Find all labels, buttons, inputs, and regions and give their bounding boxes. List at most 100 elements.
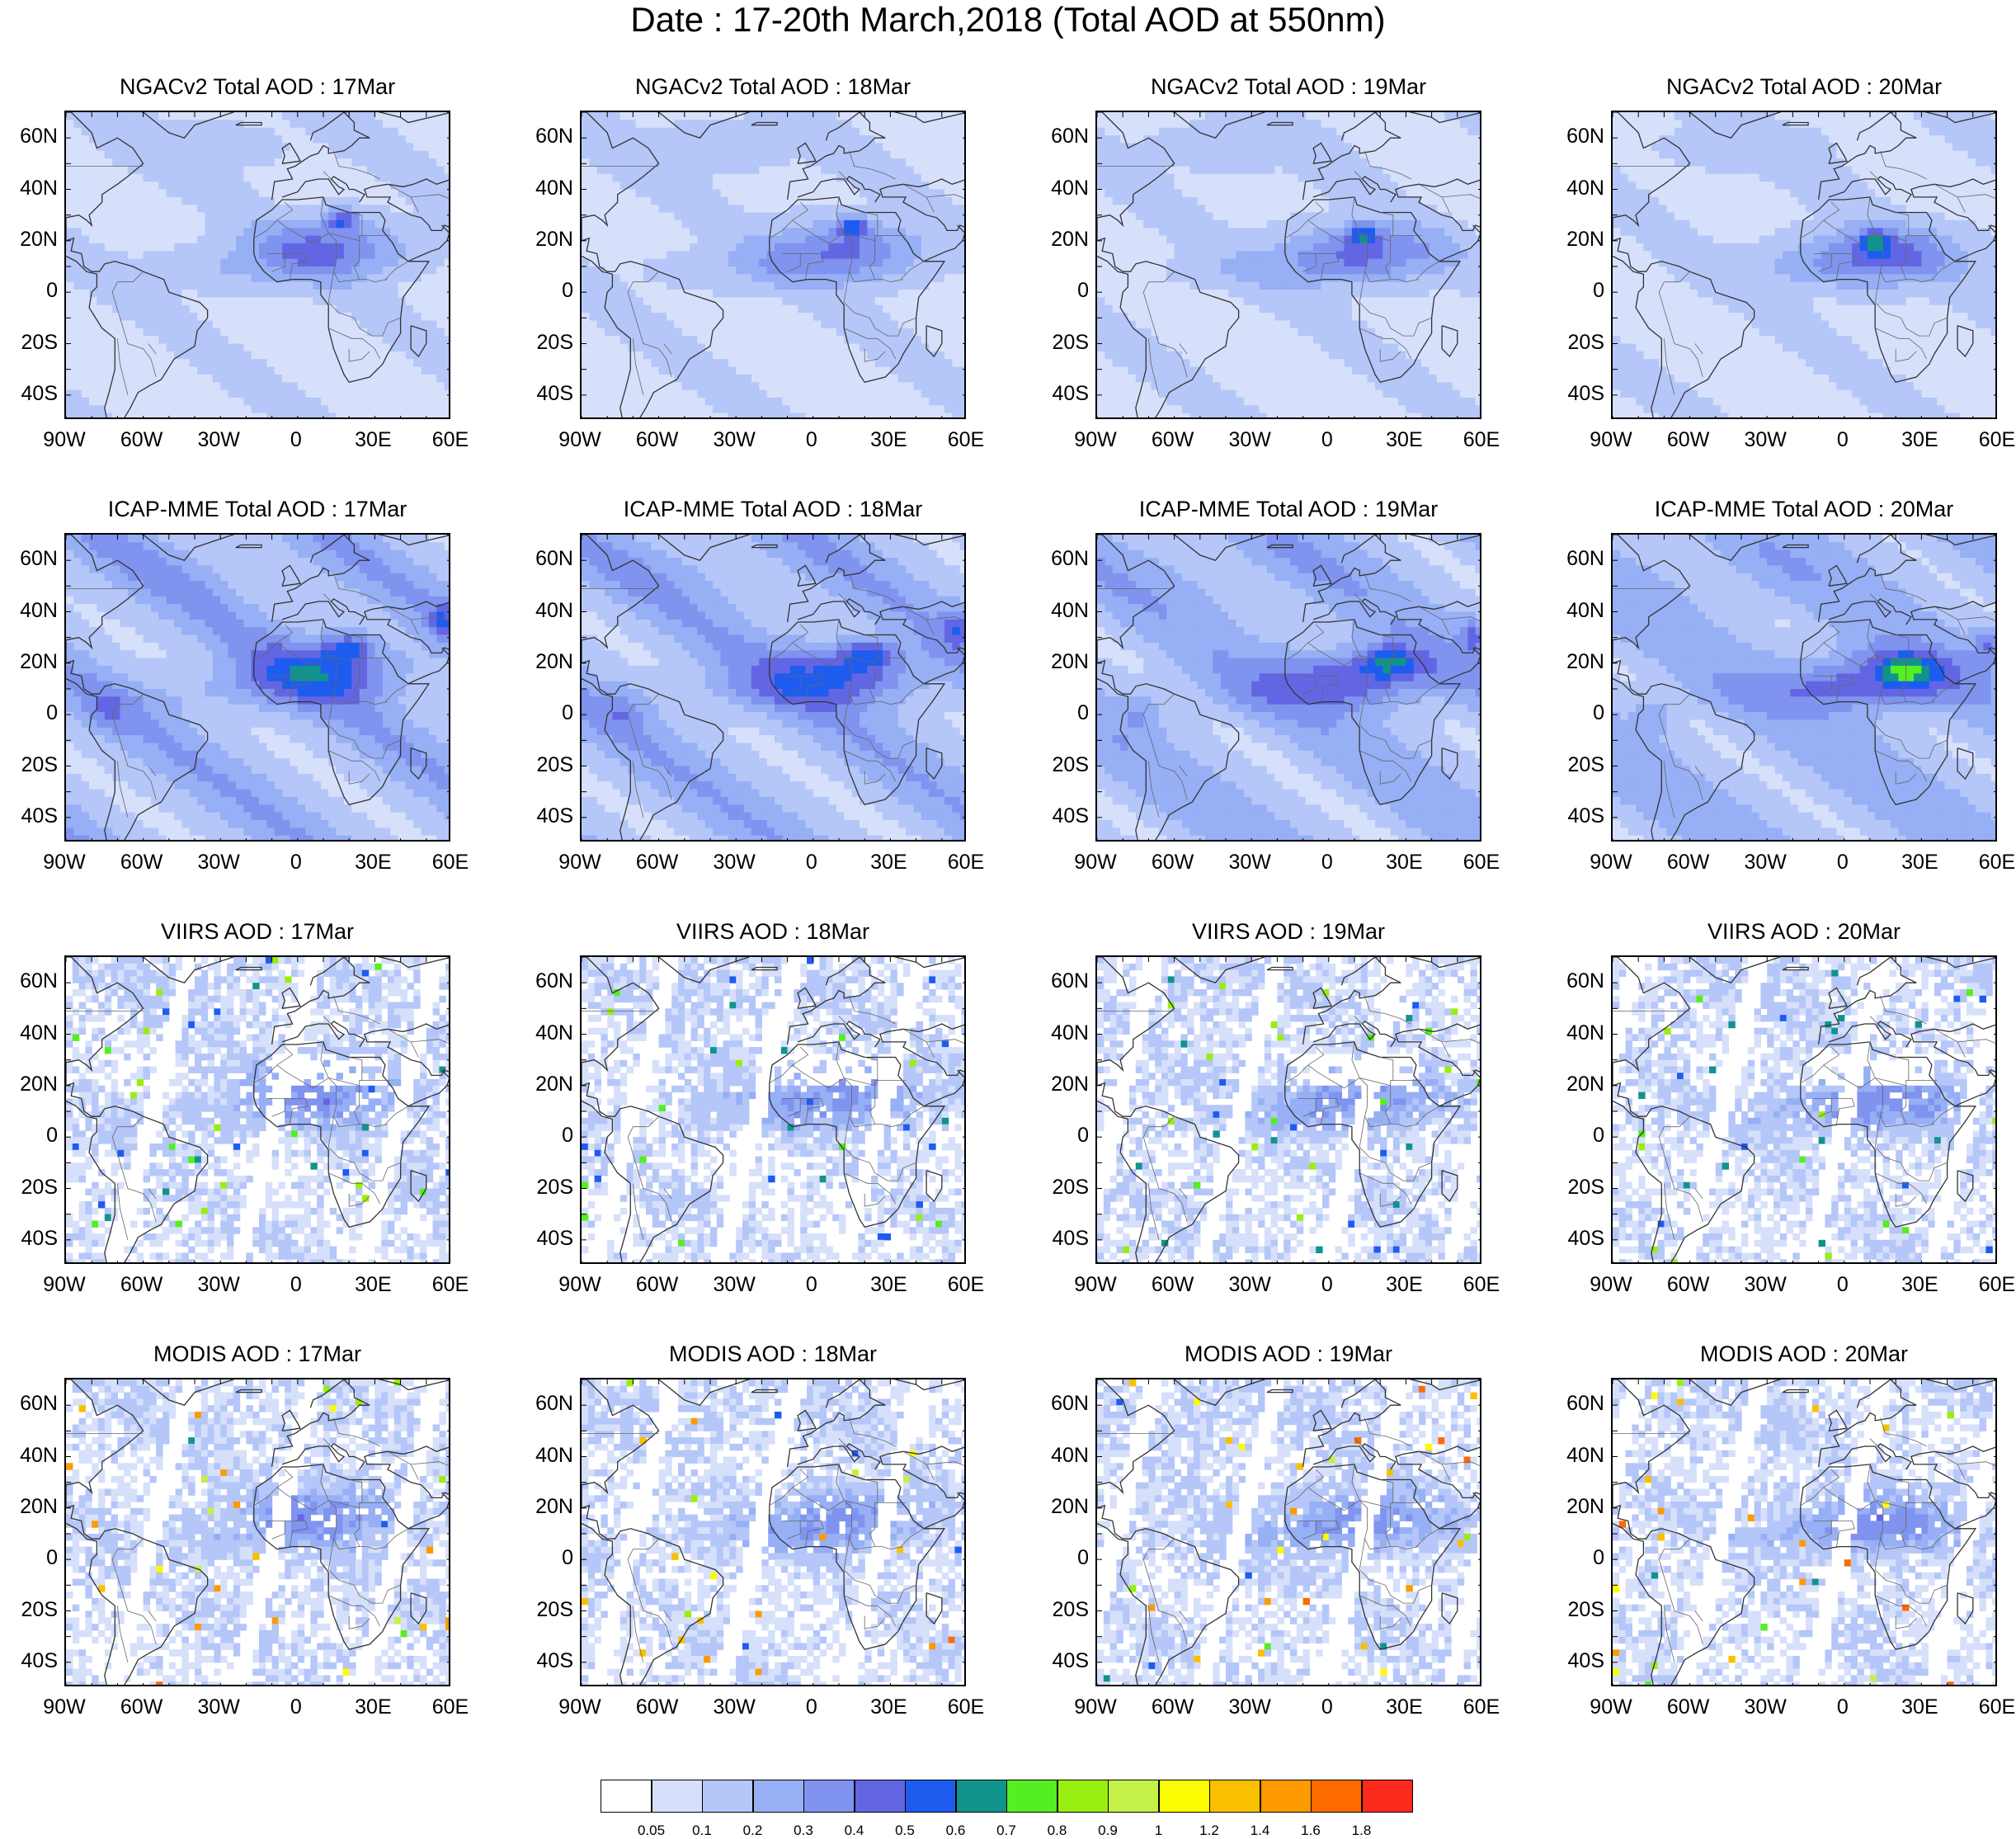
- lon-tick-label: 90W: [31, 1274, 97, 1295]
- lat-tick-label: 0: [1547, 702, 1604, 724]
- lon-tick-label: 60E: [417, 1696, 483, 1718]
- lon-tick-label: 90W: [1578, 851, 1644, 873]
- lat-tick-label: 0: [0, 702, 58, 724]
- colorbar-label: 0.6: [931, 1822, 981, 1839]
- colorbar-label: 0.9: [1083, 1822, 1133, 1839]
- colorbar-swatch: [702, 1780, 753, 1813]
- lat-tick-label: 40N: [1031, 1445, 1089, 1466]
- aod-map: [64, 1378, 450, 1686]
- lat-tick-label: 20S: [516, 332, 573, 353]
- map-panel: ICAP-MME Total AOD : 20Mar 60N 40N 20N 0 20S 4…: [1566, 497, 2015, 876]
- panel-title: ICAP-MME Total AOD : 18Mar: [580, 497, 966, 521]
- lon-tick-label: 30E: [1886, 1696, 1952, 1718]
- lon-tick-label: 60E: [1964, 851, 2016, 873]
- colorbar-label: 0.5: [880, 1822, 930, 1839]
- lat-tick-label: 40N: [1547, 1445, 1604, 1466]
- lon-tick-label: 60W: [109, 1274, 175, 1295]
- lat-tick-label: 0: [1547, 1547, 1604, 1568]
- panel-title: MODIS AOD : 20Mar: [1611, 1342, 1997, 1366]
- map-panel: NGACv2 Total AOD : 18Mar 60N 40N 20N 0 20S 40S…: [535, 74, 984, 454]
- lon-tick-label: 90W: [1578, 1274, 1644, 1295]
- lon-tick-label: 0: [1810, 851, 1876, 873]
- aod-map: [580, 1378, 966, 1686]
- colorbar-swatch: [752, 1780, 804, 1813]
- colorbar-label: 0.8: [1033, 1822, 1082, 1839]
- panel-title: ICAP-MME Total AOD : 19Mar: [1095, 497, 1481, 521]
- lon-tick-label: 30W: [186, 1696, 252, 1718]
- lat-tick-label: 0: [516, 1547, 573, 1568]
- colorbar-swatch: [1361, 1780, 1413, 1813]
- lon-tick-label: 60W: [109, 1696, 175, 1718]
- lon-tick-label: 90W: [547, 429, 613, 450]
- panel-title: NGACv2 Total AOD : 18Mar: [580, 74, 966, 99]
- lon-tick-label: 60E: [417, 1274, 483, 1295]
- lon-tick-label: 60W: [624, 851, 690, 873]
- lat-tick-label: 0: [0, 280, 58, 301]
- lon-tick-label: 90W: [1062, 1274, 1128, 1295]
- lat-tick-label: 0: [1031, 280, 1089, 301]
- lat-tick-label: 0: [1547, 280, 1604, 301]
- lat-tick-label: 40N: [0, 177, 58, 199]
- lat-tick-label: 40N: [1547, 1022, 1604, 1044]
- lon-tick-label: 30W: [701, 851, 767, 873]
- lon-tick-label: 0: [263, 429, 329, 450]
- lon-tick-label: 30W: [1732, 851, 1798, 873]
- panel-title: NGACv2 Total AOD : 19Mar: [1095, 74, 1481, 99]
- lat-tick-label: 20S: [1547, 332, 1604, 353]
- lat-tick-label: 0: [0, 1125, 58, 1146]
- lon-tick-label: 90W: [1062, 429, 1128, 450]
- panel-title: VIIRS AOD : 20Mar: [1611, 919, 1997, 944]
- colorbar-label: 0.2: [728, 1822, 778, 1839]
- lon-tick-label: 0: [1810, 429, 1876, 450]
- aod-map: [1095, 533, 1481, 842]
- lon-tick-label: 60W: [1656, 1274, 1722, 1295]
- aod-map: [1611, 1378, 1997, 1686]
- lat-tick-label: 60N: [1031, 548, 1089, 569]
- lon-tick-label: 30E: [1886, 429, 1952, 450]
- lat-tick-label: 40N: [516, 1022, 573, 1044]
- colorbar-swatch: [601, 1780, 652, 1813]
- lon-tick-label: 60E: [417, 429, 483, 450]
- lat-tick-label: 40S: [1547, 1650, 1604, 1672]
- lon-tick-label: 30E: [1371, 1696, 1437, 1718]
- lon-tick-label: 60E: [1448, 429, 1514, 450]
- lat-tick-label: 20N: [1031, 1496, 1089, 1517]
- aod-map: [64, 955, 450, 1264]
- panel-title: NGACv2 Total AOD : 20Mar: [1611, 74, 1997, 99]
- lat-tick-label: 60N: [516, 970, 573, 992]
- lat-tick-label: 20S: [516, 1599, 573, 1620]
- panel-title: NGACv2 Total AOD : 17Mar: [64, 74, 450, 99]
- lon-tick-label: 30E: [1371, 851, 1437, 873]
- lat-tick-label: 20N: [516, 651, 573, 672]
- lat-tick-label: 40S: [0, 1228, 58, 1249]
- lat-tick-label: 0: [516, 1125, 573, 1146]
- map-panel: VIIRS AOD : 20Mar 60N 40N 20N 0 20S 40S 90W 60W 3…: [1566, 919, 2015, 1299]
- lon-tick-label: 30E: [1371, 1274, 1437, 1295]
- lat-tick-label: 20N: [1031, 1073, 1089, 1095]
- lat-tick-label: 60N: [0, 125, 58, 147]
- lon-tick-label: 60E: [1964, 1696, 2016, 1718]
- panel-title: ICAP-MME Total AOD : 17Mar: [64, 497, 450, 521]
- lat-tick-label: 60N: [516, 125, 573, 147]
- lat-tick-label: 40S: [0, 805, 58, 827]
- lon-tick-label: 90W: [1578, 1696, 1644, 1718]
- panel-title: VIIRS AOD : 19Mar: [1095, 919, 1481, 944]
- colorbar-swatch: [1158, 1780, 1210, 1813]
- lon-tick-label: 90W: [31, 429, 97, 450]
- panel-title: MODIS AOD : 18Mar: [580, 1342, 966, 1366]
- lon-tick-label: 90W: [31, 1696, 97, 1718]
- lat-tick-label: 20N: [1031, 229, 1089, 250]
- lat-tick-label: 40N: [1547, 177, 1604, 199]
- lat-tick-label: 40N: [0, 1445, 58, 1466]
- map-panel: VIIRS AOD : 18Mar 60N 40N 20N 0 20S 40S 90W 60W 3…: [535, 919, 984, 1299]
- lon-tick-label: 60W: [1140, 851, 1206, 873]
- colorbar-swatch: [1006, 1780, 1057, 1813]
- lon-tick-label: 0: [779, 1274, 845, 1295]
- lat-tick-label: 20S: [1031, 1176, 1089, 1198]
- lat-tick-label: 60N: [0, 548, 58, 569]
- lon-tick-label: 30W: [186, 1274, 252, 1295]
- lon-tick-label: 60W: [624, 1696, 690, 1718]
- lat-tick-label: 40N: [516, 177, 573, 199]
- lat-tick-label: 20N: [516, 1073, 573, 1095]
- lon-tick-label: 60E: [933, 851, 999, 873]
